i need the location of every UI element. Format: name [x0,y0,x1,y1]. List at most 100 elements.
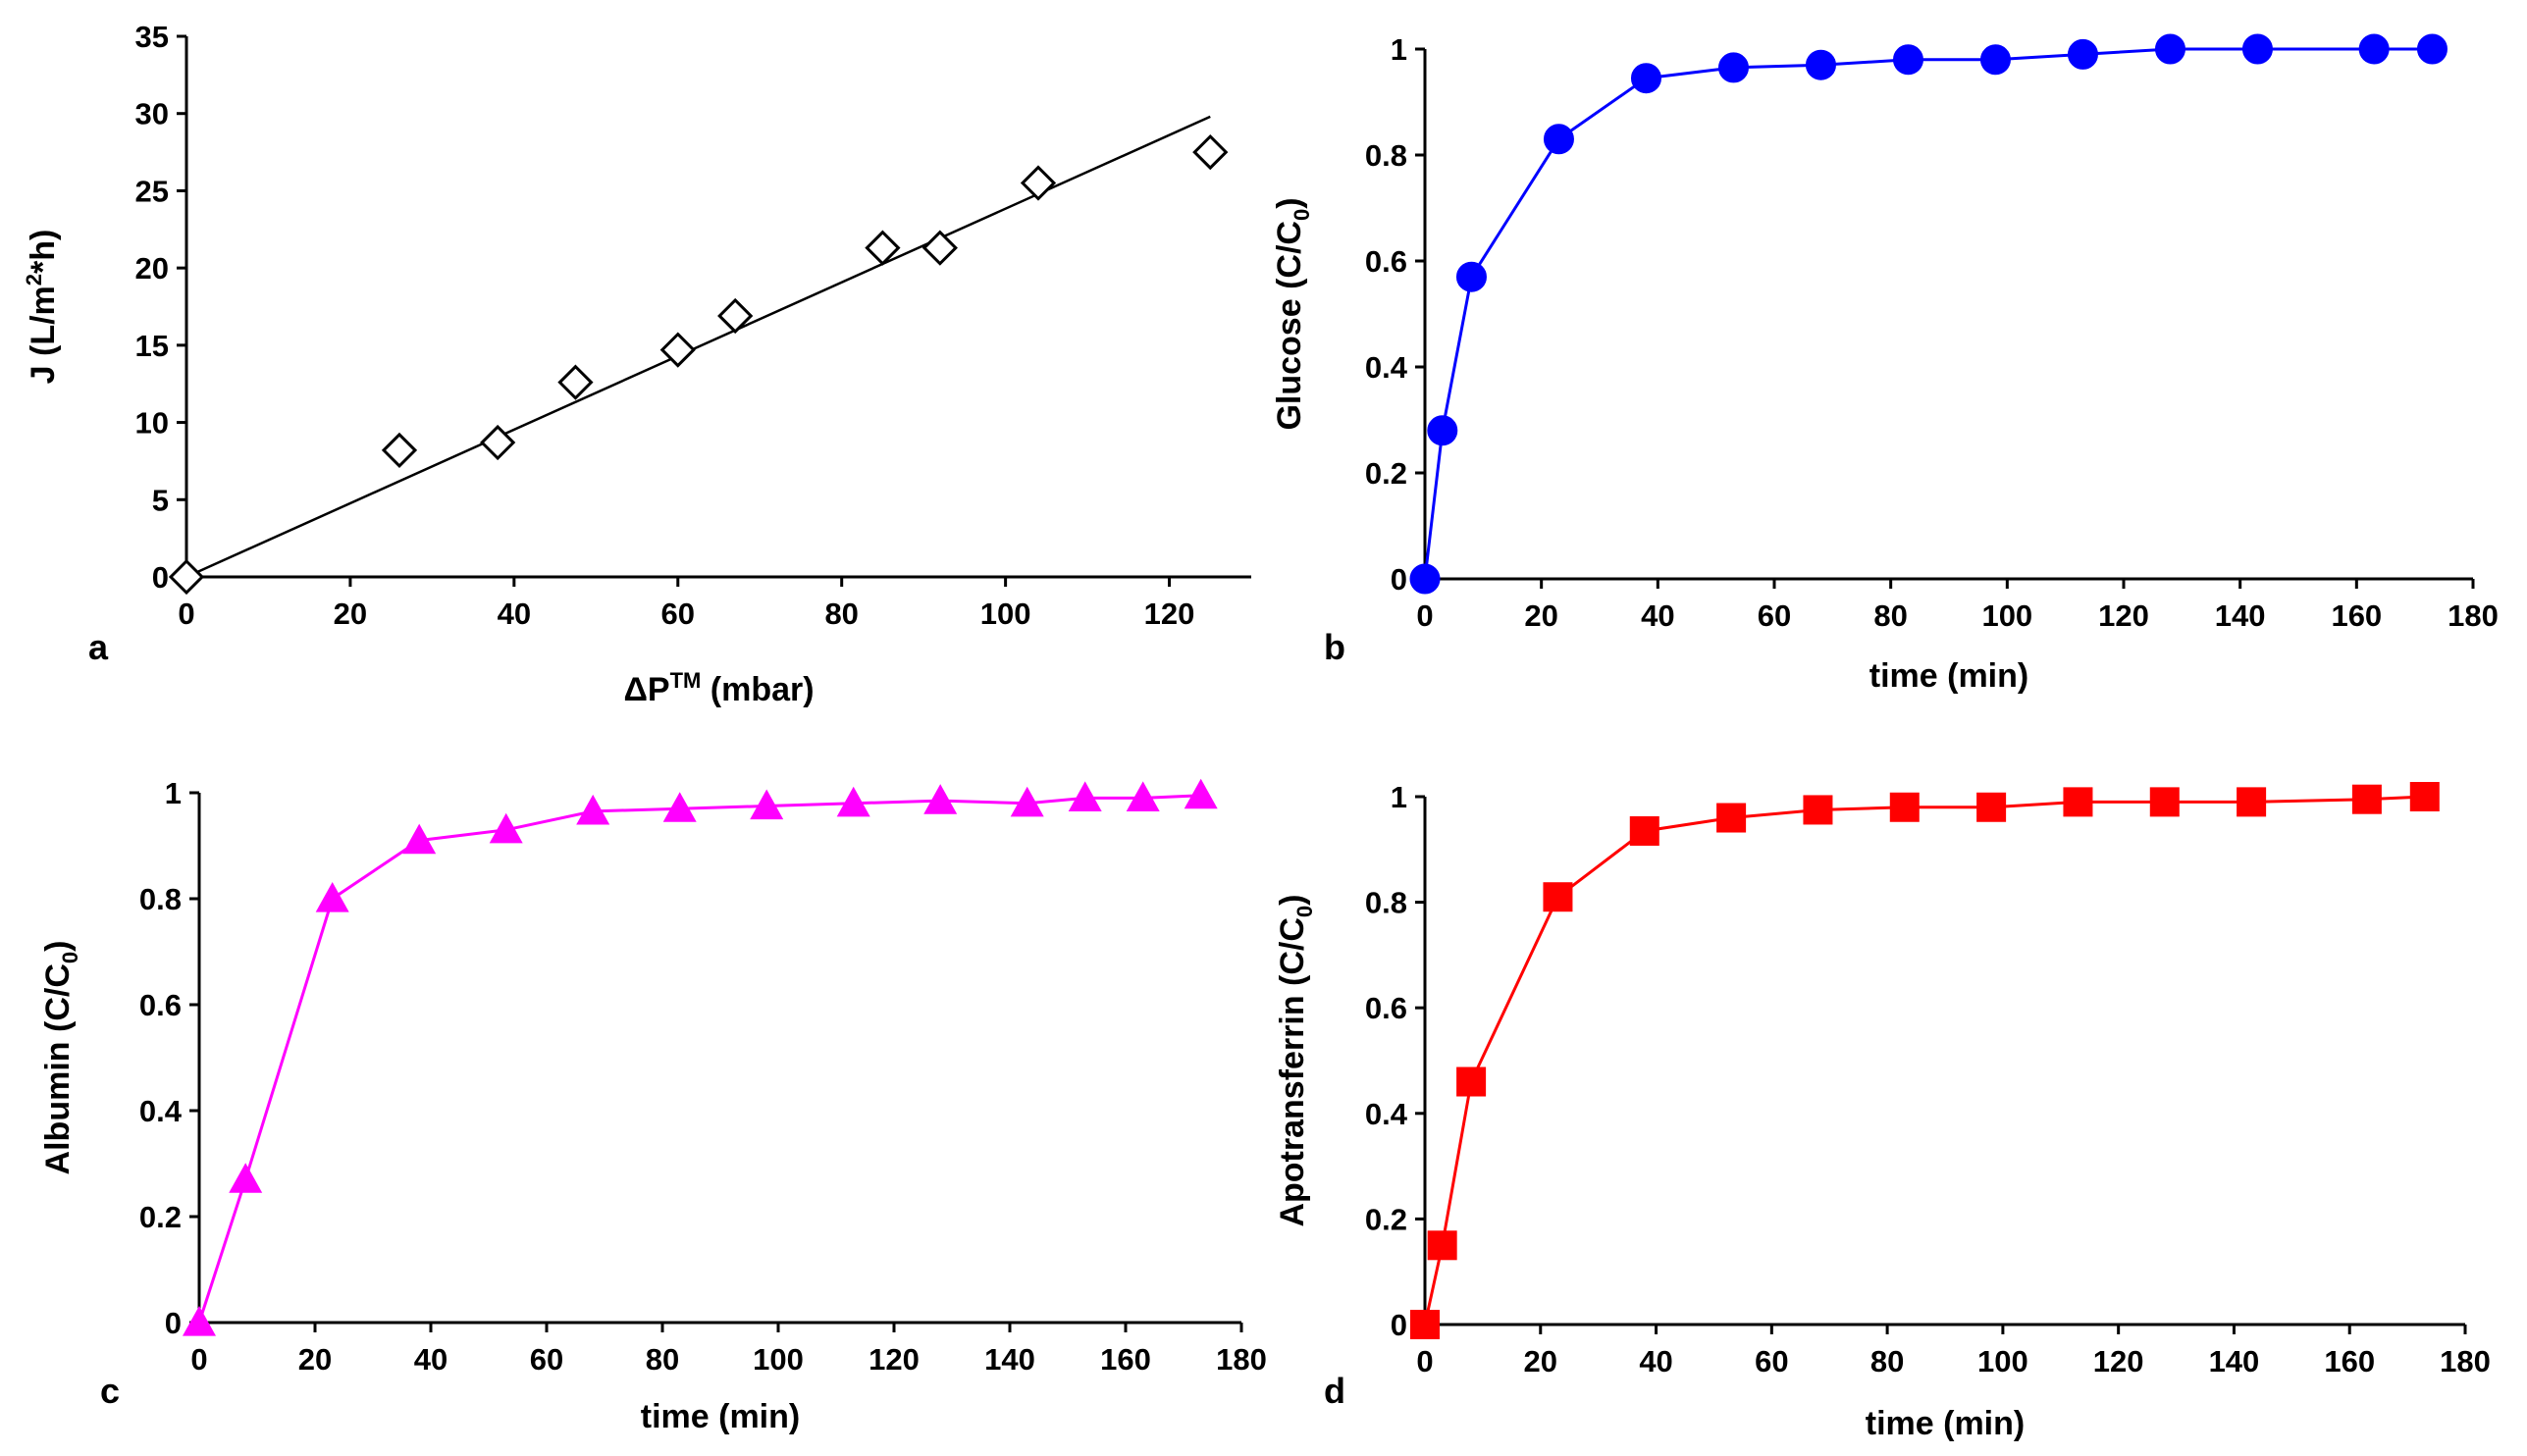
panel-a-marker-5 [717,297,754,335]
panel-c-marker-10 [1010,786,1044,817]
panel-d-marker-8 [1976,792,2007,822]
panel-a-xtick-label-5: 100 [980,597,1031,631]
chart-panel-c: 0 0.2 0.4 0.6 0.8 1 0 20 40 60 80 100 120 140 160 180 ti… [39,776,1267,1435]
panel-c-marker-0 [183,1306,216,1336]
panel-d-marker-3 [1543,882,1573,912]
panel-d-x-axis-title: time (min) [1866,1405,2025,1442]
panel-b-xtick-label-2: 40 [1641,598,1674,633]
panel-b-xtick-label-7: 140 [2215,598,2266,633]
panel-c-ytick-label-4: 0.8 [139,882,182,916]
panel-d-ytick-label-0: 0 [1391,1308,1407,1342]
panel-c-ytick-label-5: 1 [165,776,182,810]
panel-b-marker-0 [1409,563,1441,595]
panel-b-marker-12 [2358,33,2390,65]
panel-b-xtick-label-6: 120 [2098,598,2149,633]
panel-c-label: c [100,1371,120,1411]
panel-d-xtick-label-3: 60 [1755,1344,1788,1378]
panel-b-marker-5 [1717,52,1749,83]
panel-b-marker-2 [1455,261,1487,292]
panel-d-marker-9 [2063,787,2093,817]
panel-d-y-axis-title: Apotransferrin (C/C0) [1274,894,1317,1226]
panel-b-marker-7 [1892,44,1923,76]
panel-c-xtick-label-0: 0 [190,1342,207,1377]
panel-b-ytick-label-4: 0.8 [1365,138,1407,173]
panel-a-marker-7 [921,230,958,266]
panel-d-ytick-label-5: 1 [1391,780,1407,814]
panel-b-marker-13 [2416,33,2448,65]
panel-a-marker-4 [659,332,696,368]
panel-a-ytick-label-2: 10 [135,406,169,441]
panel-b-xtick-label-0: 0 [1416,598,1433,633]
panel-c-marker-12 [1126,781,1160,811]
panel-d-xtick-label-1: 20 [1524,1344,1557,1378]
panel-d-marker-7 [1889,792,1920,822]
panel-c-xtick-label-1: 20 [298,1342,332,1377]
panel-b-xtick-label-5: 100 [1981,598,2032,633]
panel-c-ytick-label-3: 0.6 [139,988,182,1022]
panel-a-marker-9 [1192,133,1229,171]
panel-a-ytick-label-5: 25 [135,174,169,208]
panel-a-ytick-label-6: 30 [135,97,169,131]
panel-b-marker-6 [1805,49,1836,80]
panel-a-xtick-label-2: 40 [498,597,531,631]
chart-panel-d: 0 0.2 0.4 0.6 0.8 1 0 20 40 60 80 100 120 140 160 180 ti… [1274,780,2491,1442]
panel-d-marker-6 [1803,795,1833,825]
panel-b-ytick-label-5: 1 [1391,32,1407,67]
panel-c-marker-4 [489,812,523,844]
panel-b-xtick-label-4: 80 [1873,598,1907,633]
panel-a-xtick-label-3: 60 [661,597,695,631]
panel-d-ytick-label-2: 0.4 [1365,1097,1408,1131]
panel-d-marker-10 [2149,787,2180,817]
panel-d-label: d [1324,1371,1345,1411]
panel-b-marker-1 [1427,415,1458,446]
panel-b-label: b [1324,627,1345,667]
panel-c-series-line [197,794,1201,1324]
panel-c-marker-3 [402,823,437,855]
panel-c-marker-11 [1068,781,1102,811]
panel-c-ytick-label-2: 0.4 [139,1094,183,1128]
panel-c-marker-8 [836,786,870,817]
panel-c-marker-6 [662,792,697,822]
panel-c-xtick-label-7: 140 [984,1342,1035,1377]
panel-d-marker-1 [1427,1230,1457,1261]
panel-a-marker-0 [168,558,205,596]
panel-d-xtick-label-0: 0 [1416,1344,1433,1378]
panel-a-x-axis-title: ΔPTM (mbar) [623,668,814,708]
panel-a-marker-8 [1020,165,1057,201]
panel-b-xtick-label-3: 60 [1758,598,1791,633]
panel-b-marker-9 [2067,38,2098,70]
panel-b-ytick-label-1: 0.2 [1365,456,1407,491]
panel-b-ytick-label-2: 0.4 [1365,350,1408,385]
panel-d-marker-5 [1716,803,1747,833]
panel-b-marker-3 [1543,124,1574,155]
panel-a-ytick-label-0: 0 [152,560,169,595]
panel-a-xtick-label-6: 120 [1144,597,1195,631]
panel-c-xtick-label-9: 180 [1216,1342,1267,1377]
panel-a-marker-6 [865,230,901,266]
panel-a-xtick-label-0: 0 [178,597,194,631]
panel-d-xtick-label-8: 160 [2324,1344,2375,1378]
panel-b-series-line [1423,47,2433,580]
chart-panel-a: 0 5 10 15 20 25 30 35 0 20 40 60 80 100 120 ΔPTM (mbar)… [22,20,1251,708]
panel-c-xtick-label-2: 40 [414,1342,447,1377]
panel-c-marker-2 [315,882,349,912]
panel-b-marker-4 [1630,63,1661,94]
panel-a-ytick-label-7: 35 [135,20,169,54]
panel-d-marker-12 [2351,784,2382,814]
panel-a-fit-line [185,115,1211,579]
panel-c-marker-5 [576,794,610,825]
panel-a-marker-3 [557,364,594,400]
panel-c-ytick-label-0: 0 [165,1306,182,1340]
panel-d-series-line [1423,795,2425,1326]
panel-d-xtick-label-2: 40 [1639,1344,1672,1378]
panel-d-xtick-label-7: 140 [2209,1344,2260,1378]
panel-c-marker-7 [750,789,784,820]
panel-c-y-axis-title: Albumin (C/C0) [39,941,82,1175]
panel-d-xtick-label-5: 100 [1977,1344,2028,1378]
panel-b-xtick-label-8: 160 [2331,598,2382,633]
panel-d-xtick-label-6: 120 [2093,1344,2144,1378]
panel-d-marker-4 [1629,815,1659,846]
panel-c-xtick-label-3: 60 [530,1342,563,1377]
panel-c-marker-1 [229,1163,263,1193]
